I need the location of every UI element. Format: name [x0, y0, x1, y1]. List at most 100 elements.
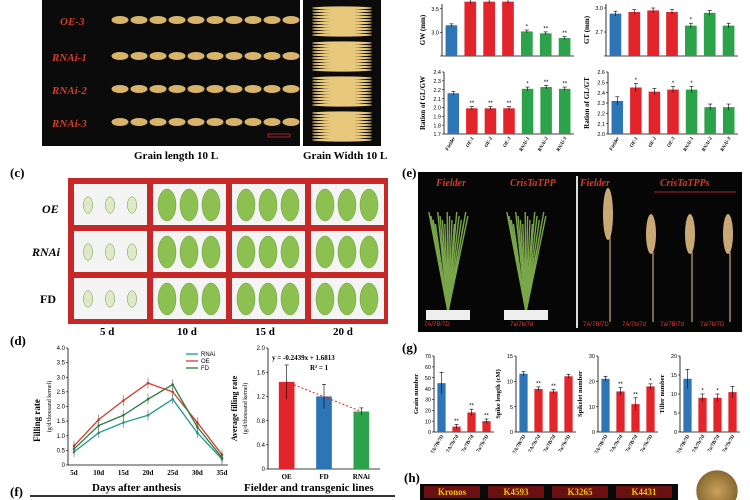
grain-shape	[312, 126, 372, 130]
developing-grain	[201, 282, 221, 316]
chart-glgt: 2.0 2.1 2.2 2.3 2.4 2.5 2.6 Fielder * OE-1 OE-2 * OE…	[582, 66, 742, 164]
wheat-spike	[603, 188, 613, 240]
x-tick-label: OE-2	[484, 136, 494, 149]
regression-line	[286, 381, 362, 412]
developing-grain	[201, 235, 221, 269]
legend-label: RNAi	[201, 352, 215, 358]
caption-grain-length: Grain length 10 L	[134, 150, 219, 162]
cultivar-k4593: K4593	[488, 486, 544, 498]
x-tick-label: RNAi-2	[538, 136, 550, 153]
panel-letter-f: (f)	[10, 484, 23, 499]
geno-3: 7A/7B/7D	[583, 322, 609, 328]
significance-marker: *	[526, 82, 529, 88]
significance-marker: **	[633, 392, 638, 398]
bar	[611, 100, 624, 134]
chart-gw: 3.0 3.5 * ** ** GW (mm)	[418, 0, 578, 62]
bar	[631, 404, 640, 432]
grain-shape	[312, 135, 372, 139]
developing-grain	[105, 196, 115, 214]
grain-shape	[312, 114, 372, 118]
plant-stem	[447, 215, 469, 313]
y-tick-label: 10	[589, 405, 595, 411]
developing-grain	[157, 282, 177, 316]
x-tick-label: RNAi-2	[702, 136, 714, 153]
grain-shape	[312, 117, 372, 121]
developing-grain	[280, 188, 300, 222]
dev-row-rnai: RNAi	[32, 245, 61, 259]
y-axis-sublabel: (g/d/thousand kernel)	[242, 383, 249, 435]
grain-shape	[111, 16, 129, 24]
y-tick-label: 20	[671, 354, 677, 360]
y-tick-label: 15	[507, 354, 513, 360]
grain-width-photo	[303, 0, 381, 146]
bar	[502, 1, 514, 56]
significance-marker: *	[690, 81, 693, 87]
bar	[466, 108, 478, 134]
x-tick-label: 7a/7B/7d	[707, 434, 721, 453]
grain-shape	[312, 123, 372, 127]
x-tick-label: OE-3	[503, 136, 513, 149]
line-xlabel: Days after anthesis	[92, 482, 182, 494]
y-tick-label: 0.8	[257, 419, 266, 425]
bar	[558, 88, 571, 134]
significance-marker: **	[470, 101, 475, 107]
x-tick-label: 7a/7b/7D	[640, 434, 654, 453]
chart-spike-length: 0 5 10 15 7A/7B/7D ** 7A/7b/7d ** 7a/7B/7d 7a/7b/…	[494, 350, 580, 462]
grain-shape	[244, 118, 262, 126]
bar	[628, 12, 641, 56]
data-point	[146, 397, 150, 401]
y-tick-label: 30	[589, 354, 595, 360]
grain-shape	[130, 16, 148, 24]
y-tick-label: 2.2	[433, 88, 441, 94]
y-tick-label: 5	[510, 405, 513, 411]
row-label-rnai3: RNAi-3	[52, 118, 87, 130]
bar	[722, 25, 735, 56]
y-axis-sublabel: (g/d/thousand kernel)	[46, 381, 53, 433]
y-tick-label: 3.0	[57, 375, 66, 381]
bar	[728, 392, 737, 432]
y-tick-label: 2.4	[597, 91, 605, 97]
data-point	[97, 431, 100, 435]
grain-shape	[312, 21, 372, 25]
significance-marker: **	[544, 80, 549, 86]
y-tick-label: 2.0	[57, 405, 66, 411]
day-label-20d: 20 d	[333, 326, 353, 338]
grain-shape	[149, 118, 167, 126]
y-tick-label: 20	[425, 408, 431, 414]
grain-shape	[187, 85, 205, 93]
y-tick-label: 2.5	[597, 81, 605, 87]
day-label-10d: 10 d	[177, 326, 197, 338]
x-tick-label: 35d	[217, 469, 228, 477]
x-tick-label: FD	[319, 473, 328, 481]
data-point	[72, 447, 76, 451]
plant-label-fielder-2: Fielder	[580, 178, 610, 189]
bar	[667, 89, 679, 134]
grain-shape	[312, 27, 372, 31]
bar	[698, 397, 707, 432]
cultivar-kronos: Kronos	[424, 486, 480, 498]
grain-shape	[312, 76, 372, 80]
y-tick-label: 1.7	[433, 132, 441, 138]
data-point	[122, 421, 125, 424]
x-tick-label: 7A/7B/7D	[594, 434, 609, 455]
x-tick-label: 20d	[143, 469, 154, 477]
grain-shape	[312, 18, 372, 22]
significance-marker: **	[562, 31, 567, 37]
caption-grain-width: Grain Width 10 L	[303, 150, 388, 162]
bar	[484, 108, 497, 134]
regression-equation: y = -0.2439x + 1.6813	[272, 354, 335, 362]
x-tick-label: OE-1	[466, 137, 476, 149]
developing-grain	[337, 282, 357, 316]
bar	[534, 388, 543, 432]
grain-shape	[312, 94, 372, 98]
bar	[521, 31, 533, 56]
developing-grain	[359, 282, 379, 316]
y-tick-label: 10	[425, 419, 431, 425]
row-label-rnai1: RNAi-1	[52, 52, 87, 64]
x-tick-label: 7A/7b/7d	[528, 434, 542, 454]
grain-shape	[312, 120, 372, 124]
bar	[704, 107, 716, 134]
y-tick-label: 70	[425, 354, 431, 360]
grain-shape	[312, 79, 372, 83]
grain-shape	[312, 62, 372, 66]
